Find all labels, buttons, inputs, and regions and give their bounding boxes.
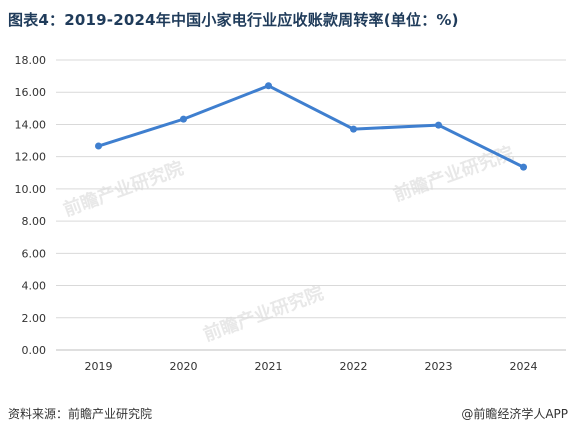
y-tick-label: 18.00 (15, 54, 47, 67)
data-point (520, 163, 527, 171)
series-line (95, 82, 527, 171)
y-axis-ticks: 0.00 2.00 4.00 6.00 8.00 10.00 12.00 14.00 16.00… (15, 54, 47, 357)
series-polyline (98, 84, 525, 169)
y-tick-label: 2.00 (22, 312, 47, 325)
footer: 资料来源：前瞻产业研究院 @前瞻经济学人APP (0, 402, 576, 428)
source-note: 资料来源：前瞻产业研究院 (8, 407, 153, 421)
data-point (95, 142, 102, 150)
y-tick-label: 12.00 (15, 151, 47, 164)
brand-label: @前瞻经济学人APP (461, 407, 568, 421)
x-tick-label: 2020 (170, 360, 198, 373)
y-tick-label: 0.00 (22, 344, 47, 357)
y-tick-label: 14.00 (15, 118, 47, 131)
chart-title: 图表4：2019-2024年中国小家电行业应收账款周转率(单位：%) (8, 11, 459, 29)
gridlines (56, 59, 566, 351)
x-tick-label: 2021 (255, 360, 283, 373)
data-point (435, 121, 442, 129)
y-tick-label: 16.00 (15, 86, 47, 99)
data-point (180, 115, 187, 123)
x-tick-label: 2023 (425, 360, 453, 373)
y-tick-label: 10.00 (15, 183, 47, 196)
x-tick-label: 2019 (85, 360, 113, 373)
line-chart: 0.00 2.00 4.00 6.00 8.00 10.00 12.00 14.00 16.00… (15, 54, 566, 373)
x-tick-label: 2022 (340, 360, 368, 373)
y-tick-label: 8.00 (22, 215, 47, 228)
x-axis-ticks: 2019 2020 2021 2022 2023 2024 (85, 360, 538, 373)
data-point (265, 82, 272, 90)
y-tick-label: 6.00 (22, 247, 47, 260)
x-tick-label: 2024 (510, 360, 538, 373)
data-point (350, 125, 357, 133)
y-tick-label: 4.00 (22, 280, 47, 293)
